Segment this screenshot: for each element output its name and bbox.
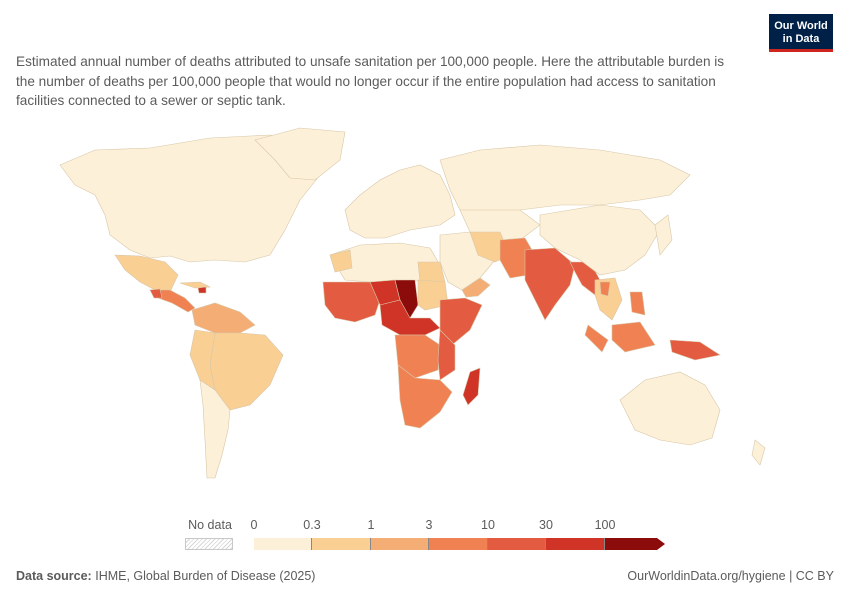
region-morocco[interactable] — [329, 249, 353, 273]
region-papua-new-guinea[interactable] — [669, 339, 721, 361]
region-haiti[interactable] — [197, 286, 207, 294]
legend-bin-5[interactable] — [546, 538, 605, 550]
region-yemen[interactable] — [461, 277, 491, 298]
region-sumatra[interactable] — [584, 324, 609, 353]
region-india[interactable] — [524, 247, 576, 321]
legend-bin-4[interactable] — [488, 538, 546, 550]
region-japan[interactable] — [654, 214, 673, 256]
region-china[interactable] — [539, 204, 661, 276]
region-southern-africa[interactable] — [397, 364, 453, 429]
footer-source: Data source: IHME, Global Burden of Dise… — [16, 569, 315, 583]
legend-tick-100: 100 — [594, 518, 616, 532]
region-laos[interactable] — [599, 281, 611, 297]
region-mexico[interactable] — [114, 254, 179, 293]
footer-source-label: Data source: — [16, 569, 92, 583]
region-europe[interactable] — [344, 164, 456, 239]
region-new-zealand[interactable] — [751, 439, 766, 466]
footer-source-text: IHME, Global Burden of Disease (2025) — [95, 569, 316, 583]
region-south-america-north[interactable] — [191, 302, 256, 334]
region-north-america[interactable] — [59, 134, 331, 263]
legend-bin-3[interactable] — [429, 538, 488, 550]
world-map — [59, 127, 766, 479]
region-russia[interactable] — [439, 144, 691, 216]
legend-bin-1[interactable] — [312, 538, 371, 550]
legend-tick-0: 0 — [250, 518, 258, 532]
region-borneo-java[interactable] — [611, 321, 656, 353]
region-australia[interactable] — [619, 371, 721, 446]
chart-subtitle: Estimated annual number of deaths attrib… — [16, 54, 725, 108]
region-philippines[interactable] — [629, 291, 646, 316]
legend-tick-1: 1 — [367, 518, 375, 532]
legend-bin-0[interactable] — [254, 538, 312, 550]
logo-line-2: in Data — [782, 33, 820, 45]
region-west-africa[interactable] — [322, 281, 381, 323]
region-cuba[interactable] — [179, 281, 212, 289]
legend-tick-3: 3 — [425, 518, 433, 532]
logo-line-1: Our World — [774, 20, 828, 32]
legend-no-data-swatch[interactable] — [185, 538, 233, 550]
region-greenland[interactable] — [254, 127, 346, 181]
region-southern-cone[interactable] — [199, 379, 231, 479]
region-madagascar[interactable] — [462, 367, 481, 406]
region-egypt[interactable] — [417, 261, 446, 283]
legend-tick-0-3: 0.3 — [303, 518, 321, 532]
legend-tick-30: 30 — [539, 518, 553, 532]
region-guatemala[interactable] — [149, 288, 163, 299]
legend: No data 0 0.3 1 3 10 30 100 — [0, 512, 850, 552]
footer-link[interactable]: OurWorldinData.org/hygiene | CC BY — [627, 569, 834, 583]
owid-logo[interactable]: Our World in Data — [769, 14, 833, 52]
legend-no-data-label: No data — [188, 518, 232, 532]
legend-bin-6-arrow[interactable] — [605, 538, 665, 550]
region-east-africa[interactable] — [437, 329, 456, 381]
legend-tick-10: 10 — [481, 518, 495, 532]
legend-bin-2[interactable] — [371, 538, 429, 550]
